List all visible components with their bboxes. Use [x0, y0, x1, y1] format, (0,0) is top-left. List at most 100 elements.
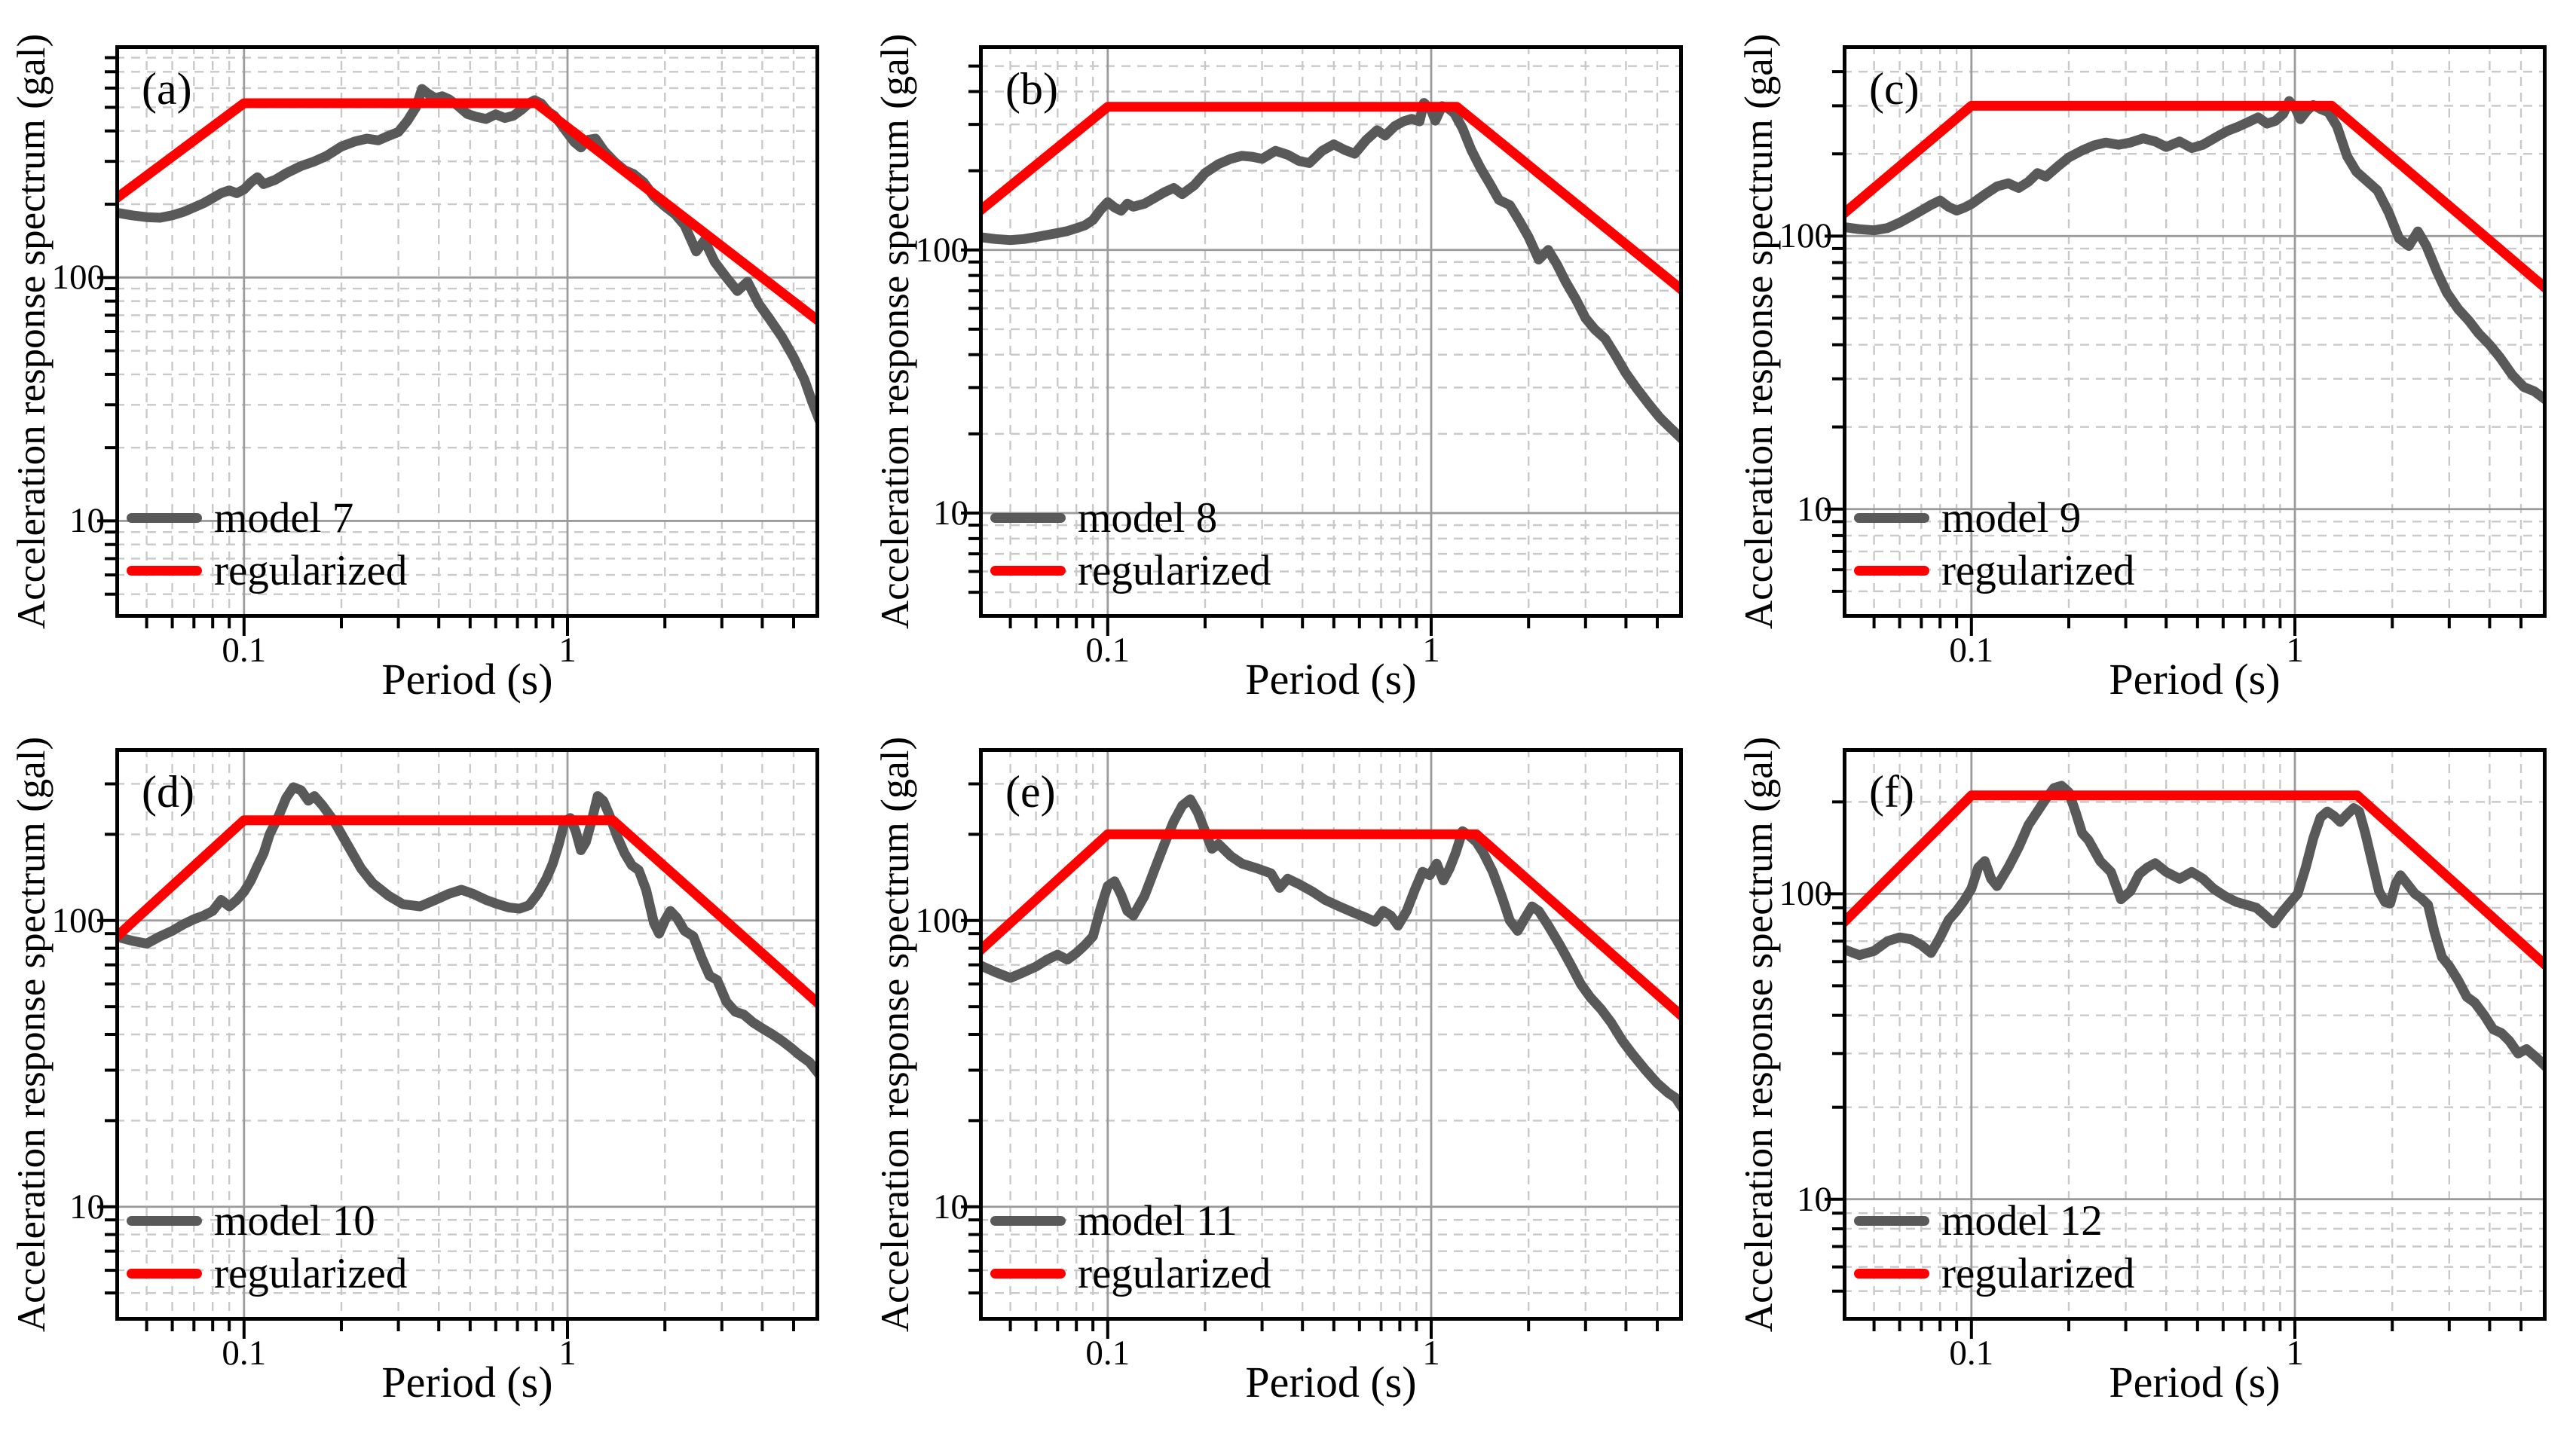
x-axis-label: Period (s): [2109, 1358, 2281, 1407]
legend-regularized-label: regularized: [214, 546, 408, 594]
y-tick-label: 100: [915, 900, 969, 940]
regularized-line-swatch: [990, 565, 1066, 576]
tick-marks: [961, 64, 1660, 636]
regularized-curve: [1843, 100, 2547, 295]
major-gridlines: [1843, 748, 2547, 1321]
plot-area: [97, 748, 819, 1339]
plot-frame: [1843, 45, 2547, 618]
panel-tag: (b): [1005, 64, 1058, 114]
x-tick-label: 0.1: [1085, 1334, 1130, 1373]
legend-item-regularized: regularized: [127, 548, 407, 592]
x-tick-label: 0.1: [1949, 1334, 1994, 1373]
plot-frame: [979, 748, 1683, 1321]
x-axis-label: Period (s): [381, 655, 553, 704]
legend-item-model: model 12: [1854, 1199, 2134, 1242]
legend-model-label: model 11: [1078, 1196, 1238, 1245]
model-curve: [115, 84, 819, 425]
y-axis-label: Acceleration response spectrum (gal): [10, 736, 54, 1333]
major-gridlines: [1843, 45, 2547, 618]
y-tick-label: 100: [51, 258, 106, 298]
legend-regularized-label: regularized: [1941, 546, 2135, 594]
x-axis-label: Period (s): [1245, 655, 1417, 704]
x-tick-label: 0.1: [222, 1334, 267, 1373]
spectrum-panel-a: Acceleration response spectrum (gal) (a)…: [0, 0, 849, 736]
x-axis-label: Period (s): [2109, 655, 2281, 704]
model-line-swatch: [990, 512, 1066, 523]
model-line-swatch: [127, 512, 202, 523]
legend: model 8 regularized: [990, 496, 1271, 592]
legend-regularized-label: regularized: [1078, 1249, 1271, 1297]
x-tick-label: 0.1: [1085, 631, 1130, 670]
regularized-curve: [979, 102, 1683, 296]
x-axis-label: Period (s): [381, 1358, 553, 1407]
minor-gridlines: [979, 45, 1683, 618]
legend-item-model: model 7: [127, 496, 407, 539]
tick-marks: [1825, 800, 2523, 1339]
legend-item-model: model 11: [990, 1199, 1271, 1242]
y-tick-label: 10: [69, 501, 105, 541]
plot-frame: [115, 45, 819, 618]
legend: model 11 regularized: [990, 1199, 1271, 1295]
plot-area: [1825, 748, 2547, 1339]
y-tick-label: 10: [1797, 489, 1832, 529]
x-tick-label: 1: [2286, 631, 2304, 670]
panel-tag: (a): [142, 64, 192, 114]
legend-model-label: model 9: [1941, 493, 2082, 542]
legend-item-regularized: regularized: [990, 548, 1271, 592]
spectrum-panel-f: Acceleration response spectrum (gal) (f)…: [1727, 703, 2576, 1439]
x-tick-label: 1: [2286, 1334, 2304, 1373]
legend-regularized-label: regularized: [214, 1249, 408, 1297]
legend-regularized-label: regularized: [1941, 1249, 2135, 1297]
plot-area: [961, 748, 1683, 1339]
x-tick-label: 1: [1422, 631, 1440, 670]
plot-area: [961, 45, 1683, 636]
model-curve: [979, 98, 1683, 445]
y-axis-label: Acceleration response spectrum (gal): [1737, 736, 1781, 1333]
regularized-curve: [115, 98, 819, 327]
spectrum-panel-c: Acceleration response spectrum (gal) (c)…: [1727, 0, 2576, 736]
y-axis-label: Acceleration response spectrum (gal): [1737, 33, 1781, 630]
legend-item-regularized: regularized: [1854, 548, 2134, 592]
tick-marks: [97, 56, 796, 636]
model-curve: [1843, 96, 2547, 405]
model-line-swatch: [990, 1215, 1066, 1226]
model-curve: [115, 782, 819, 1080]
legend-item-model: model 10: [127, 1199, 407, 1242]
y-tick-label: 10: [933, 493, 968, 533]
regularized-curve: [979, 829, 1683, 1022]
legend: model 10 regularized: [127, 1199, 407, 1295]
model-line-swatch: [127, 1215, 202, 1226]
x-tick-label: 0.1: [1949, 631, 1994, 670]
legend-model-label: model 8: [1078, 493, 1218, 542]
model-line-swatch: [1854, 1215, 1929, 1226]
plot-frame: [115, 748, 819, 1321]
legend-item-regularized: regularized: [127, 1251, 407, 1295]
spectrum-panel-d: Acceleration response spectrum (gal) (d)…: [0, 703, 849, 1439]
major-gridlines: [115, 748, 819, 1321]
plot-frame: [979, 45, 1683, 618]
model-line-swatch: [1854, 512, 1929, 523]
y-tick-label: 10: [1797, 1179, 1832, 1219]
x-axis-label: Period (s): [1245, 1358, 1417, 1407]
y-tick-label: 100: [1779, 874, 1833, 914]
legend-model-label: model 12: [1941, 1196, 2103, 1245]
plot-area: [1825, 45, 2547, 636]
plot-area: [97, 45, 819, 636]
spectrum-panel-e: Acceleration response spectrum (gal) (e)…: [864, 703, 1712, 1439]
panel-tag: (d): [142, 767, 194, 817]
y-tick-label: 100: [51, 900, 106, 940]
y-tick-label: 100: [915, 230, 969, 270]
legend-item-regularized: regularized: [1854, 1251, 2134, 1295]
panel-tag: (e): [1005, 767, 1056, 817]
x-tick-label: 0.1: [222, 631, 267, 670]
legend-item-model: model 8: [990, 496, 1271, 539]
model-curve: [1843, 781, 2547, 1073]
major-gridlines: [115, 45, 819, 618]
regularized-line-swatch: [1854, 1268, 1929, 1279]
spectrum-panel-b: Acceleration response spectrum (gal) (b)…: [864, 0, 1712, 736]
y-tick-label: 10: [933, 1187, 968, 1227]
y-axis-label: Acceleration response spectrum (gal): [873, 736, 917, 1333]
legend-model-label: model 10: [214, 1196, 375, 1245]
regularized-line-swatch: [990, 1268, 1066, 1279]
x-tick-label: 1: [1422, 1334, 1440, 1373]
